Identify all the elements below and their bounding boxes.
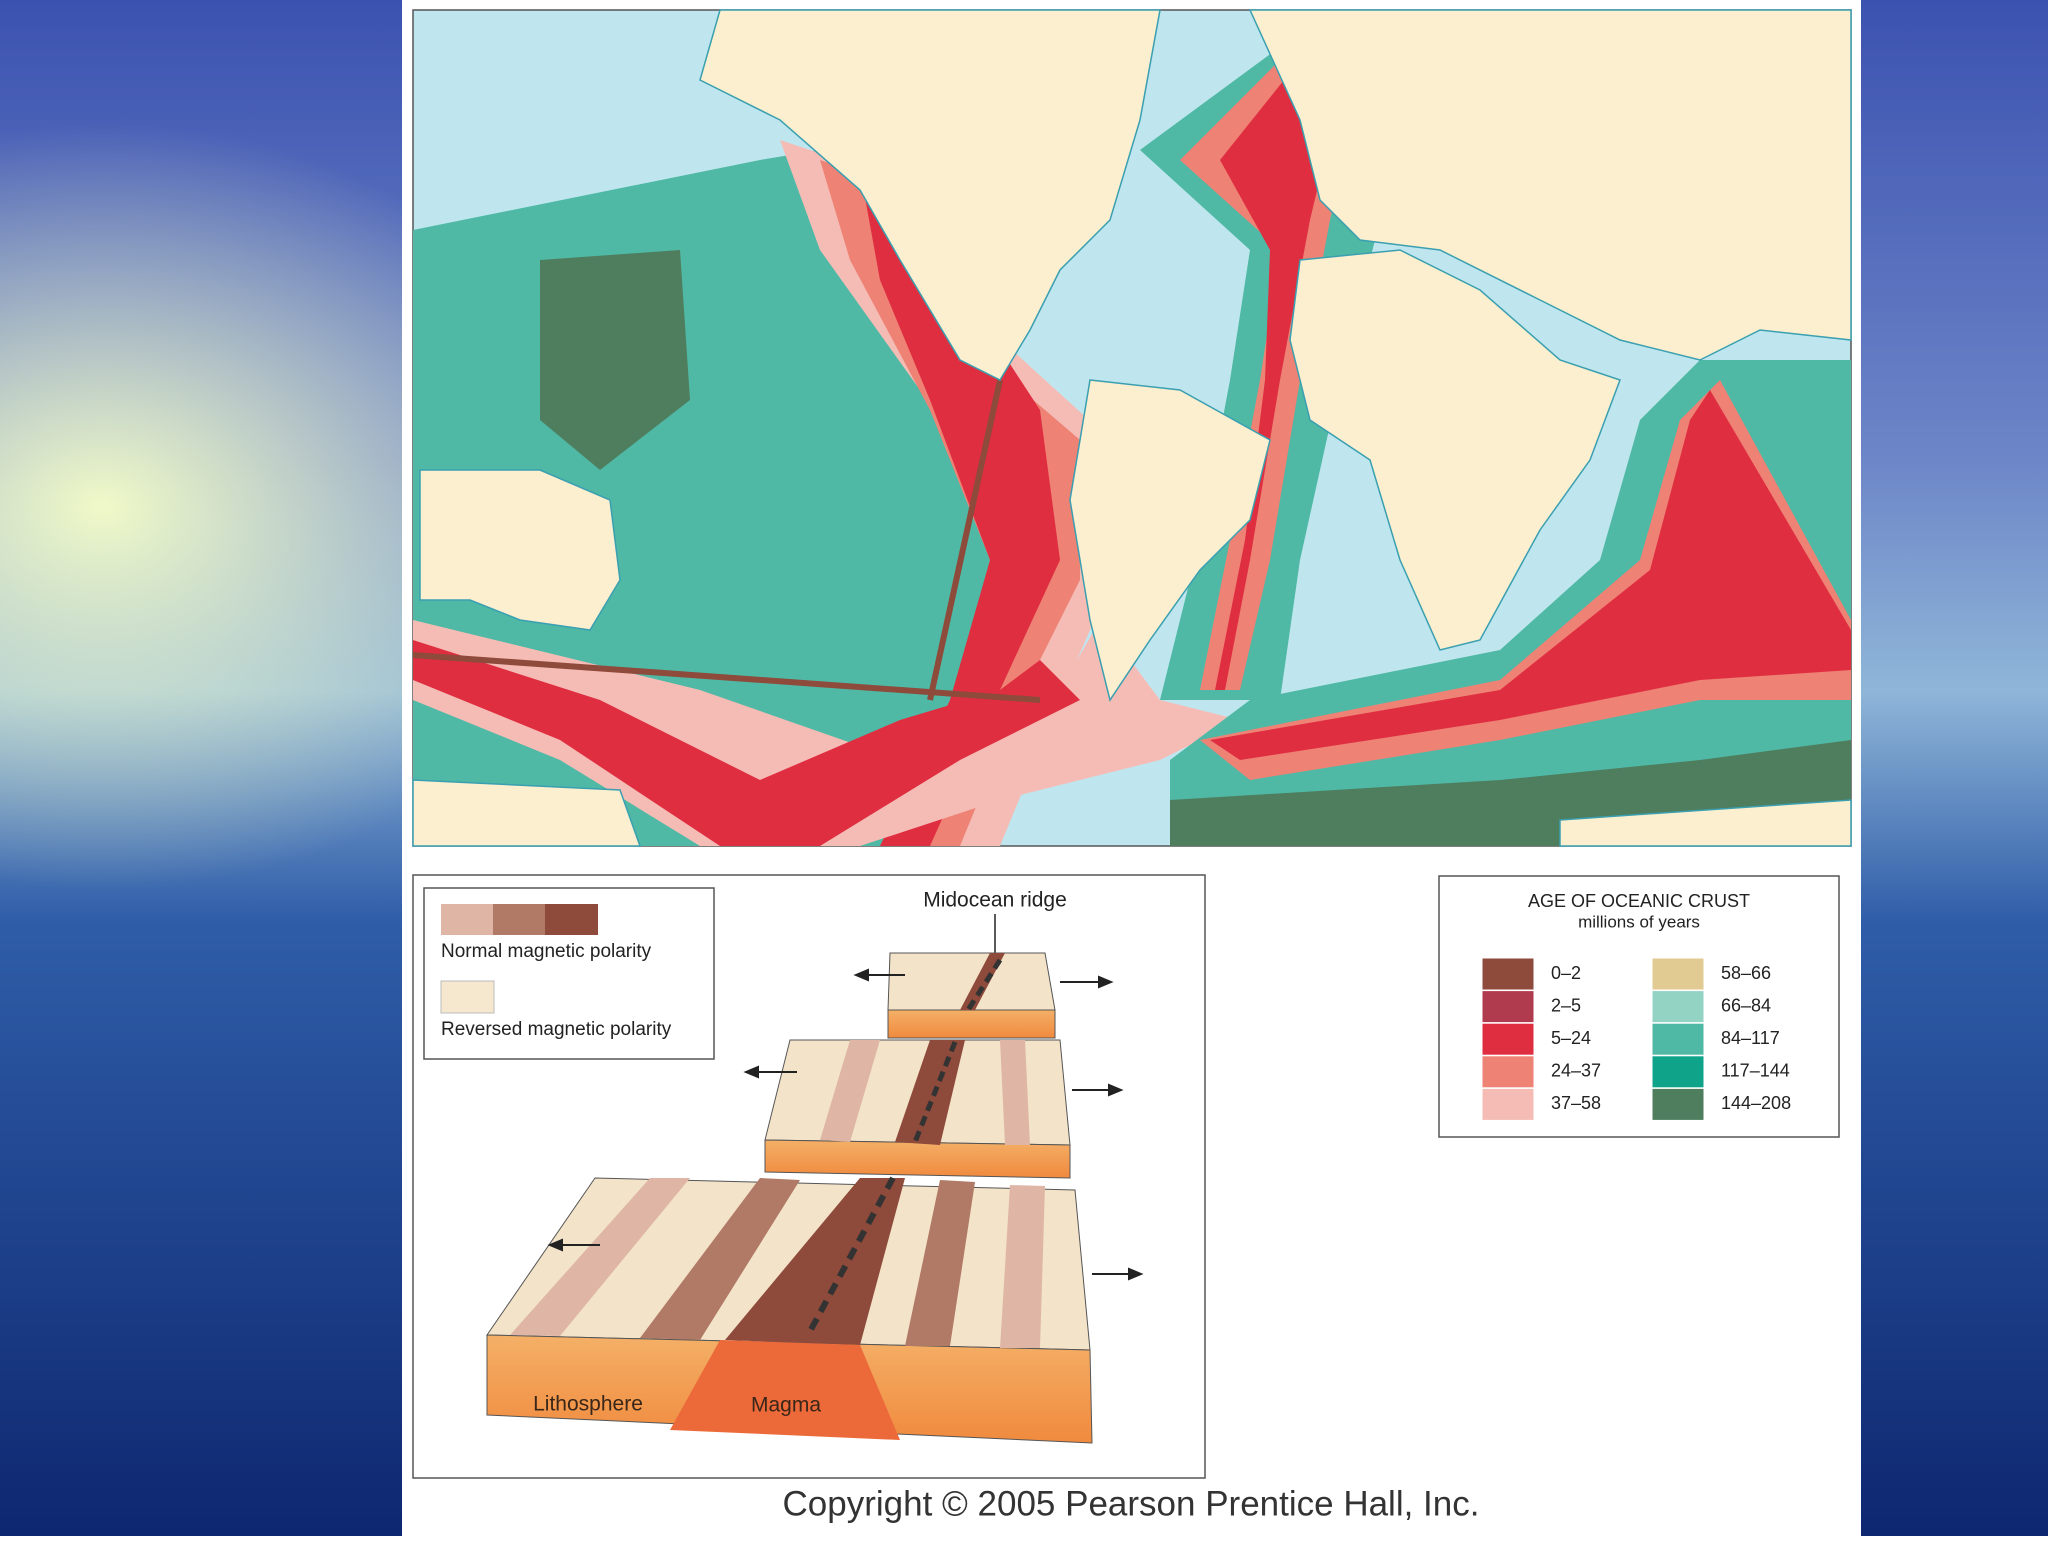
crust-blocks	[486, 952, 1093, 1444]
legend-swatch	[1481, 1087, 1535, 1121]
legend-swatch	[1651, 1087, 1705, 1121]
magma-label: Magma	[751, 1394, 821, 1417]
legend-swatch	[1651, 1022, 1705, 1056]
normal-swatch	[441, 904, 493, 935]
legend-label: 37–58	[1551, 1093, 1601, 1113]
legend-items: 0–2 2–5 5–24 24–37 37–58 58–66 66–84 84–117 117–…	[1481, 957, 1791, 1121]
legend-label: 117–144	[1721, 1061, 1790, 1081]
legend-swatch	[1481, 990, 1535, 1024]
normal-label: Normal magnetic polarity	[441, 941, 652, 962]
legend-swatch	[1651, 957, 1705, 991]
legend-label: 66–84	[1721, 995, 1771, 1015]
legend-subtitle: millions of years	[1578, 912, 1700, 931]
normal-swatch	[545, 904, 598, 935]
lithosphere-label: Lithosphere	[533, 1393, 643, 1416]
spreading-arrows	[547, 968, 1144, 1281]
legend-swatch	[1651, 1055, 1705, 1089]
normal-swatch	[493, 904, 545, 935]
legend-label: 58–66	[1721, 963, 1771, 983]
ridge-label: Midocean ridge	[923, 889, 1067, 912]
legend-label: 24–37	[1551, 1061, 1601, 1081]
legend-label: 144–208	[1721, 1093, 1791, 1113]
legend-swatch	[1651, 990, 1705, 1024]
reversed-label: Reversed magnetic polarity	[441, 1019, 672, 1040]
copyright: Copyright © 2005 Pearson Prentice Hall, …	[783, 1484, 1480, 1523]
legend-label: 2–5	[1551, 995, 1581, 1015]
legend-swatch	[1481, 957, 1535, 991]
legend-title: AGE OF OCEANIC CRUST	[1528, 891, 1750, 911]
continents	[412, 9, 1852, 847]
reversed-swatch	[440, 980, 495, 1014]
legend-swatch	[1481, 1022, 1535, 1056]
legend-label: 0–2	[1551, 963, 1581, 983]
legend-label: 84–117	[1721, 1028, 1780, 1048]
legend-label: 5–24	[1551, 1028, 1591, 1048]
legend-swatch	[1481, 1055, 1535, 1089]
